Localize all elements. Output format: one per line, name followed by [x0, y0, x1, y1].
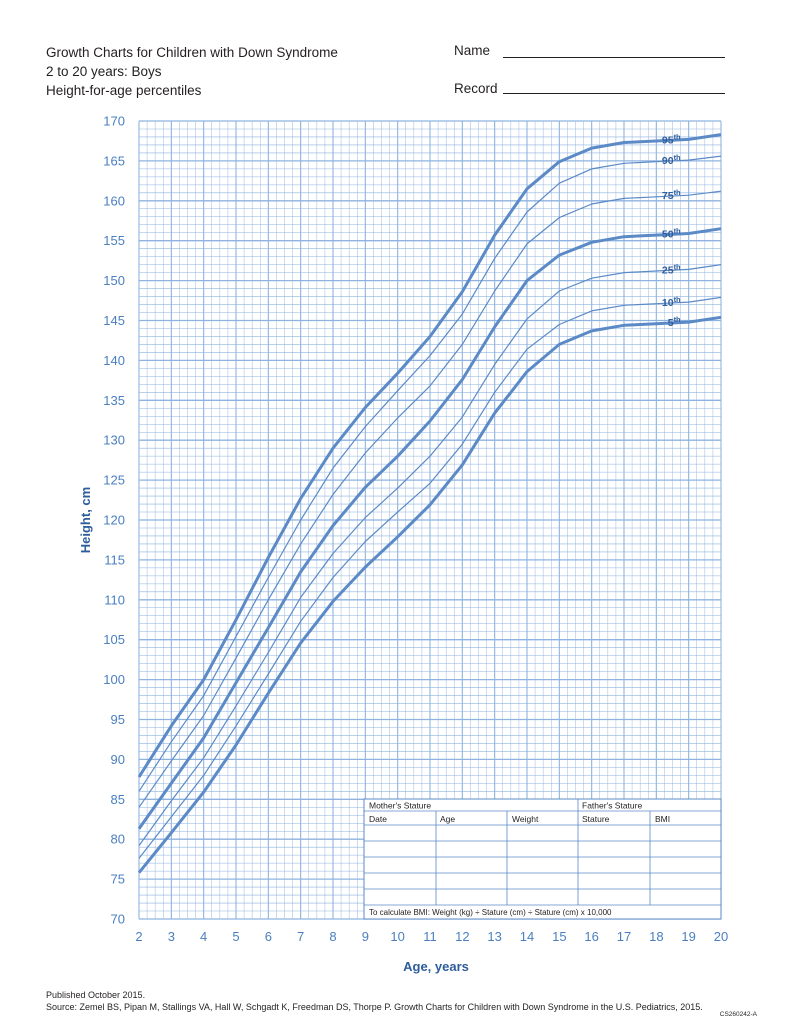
name-field[interactable]	[503, 57, 725, 58]
x-tick-label: 4	[200, 929, 207, 944]
x-tick-label: 19	[681, 929, 695, 944]
record-table-rows[interactable]	[364, 840, 721, 890]
y-tick-label: 75	[111, 872, 125, 887]
fathers-stature-label: Father's Stature	[582, 801, 642, 811]
y-tick-label: 140	[103, 353, 125, 368]
y-tick-label: 170	[103, 114, 125, 129]
x-tick-label: 16	[584, 929, 598, 944]
x-tick-label: 8	[329, 929, 336, 944]
series-line-10	[138, 296, 722, 859]
percentile-label-75: 75th	[662, 188, 681, 202]
x-tick-label: 14	[520, 929, 534, 944]
source-citation: Source: Zemel BS, Pipan M, Stallings VA,…	[46, 1001, 703, 1012]
x-tick-label: 20	[714, 929, 728, 944]
record-field[interactable]	[503, 93, 725, 94]
x-tick-label: 17	[617, 929, 631, 944]
y-tick-label: 120	[103, 513, 125, 528]
y-tick-label: 135	[103, 393, 125, 408]
y-tick-label: 85	[111, 792, 125, 807]
y-tick-label: 155	[103, 233, 125, 248]
percentile-labels: 95th 90th 75th 50th 25th 10th 5th	[662, 132, 681, 329]
x-tick-label: 18	[649, 929, 663, 944]
series-line-90	[138, 155, 722, 792]
y-tick-label: 90	[111, 752, 125, 767]
chart-title: Growth Charts for Children with Down Syn…	[46, 45, 338, 60]
series-line-75	[138, 190, 722, 808]
y-tick-label: 110	[104, 592, 125, 607]
x-tick-label: 6	[265, 929, 272, 944]
series-line-5	[137, 315, 722, 874]
series-line-50	[137, 227, 722, 830]
chart-subtitle-age-sex: 2 to 20 years: Boys	[46, 64, 162, 79]
y-tick-label: 105	[103, 632, 125, 647]
y-tick-label: 125	[103, 473, 125, 488]
percentile-label-10: 10th	[662, 295, 681, 309]
x-axis-label: Age, years	[403, 959, 469, 974]
percentile-label-50: 50th	[662, 227, 681, 241]
record-table: Mother's Stature Father's Stature Date A…	[363, 798, 722, 920]
y-tick-label: 130	[103, 433, 125, 448]
series-line-25	[138, 264, 722, 846]
chart-footer: Published October 2015. Source: Zemel BS…	[46, 990, 703, 1013]
mothers-stature-label: Mother's Stature	[369, 801, 431, 811]
column-header-weight: Weight	[512, 814, 539, 824]
series-line-95	[137, 133, 722, 778]
x-tick-label: 10	[390, 929, 404, 944]
column-header-stature: Stature	[582, 814, 610, 824]
name-label: Name	[454, 43, 491, 58]
column-header-age: Age	[440, 814, 455, 824]
chart-header: Growth Charts for Children with Down Syn…	[46, 43, 338, 100]
x-tick-label: 12	[455, 929, 469, 944]
x-tick-label: 15	[552, 929, 566, 944]
published-note: Published October 2015.	[46, 990, 146, 1000]
column-header-date: Date	[369, 814, 387, 824]
x-tick-label: 11	[423, 929, 437, 944]
y-tick-label: 145	[103, 313, 125, 328]
y-tick-label: 70	[111, 912, 125, 927]
percentile-curves	[137, 133, 722, 874]
record-table-border	[363, 798, 722, 920]
y-tick-label: 150	[103, 273, 125, 288]
x-tick-label: 2	[135, 929, 142, 944]
x-tick-label: 7	[297, 929, 304, 944]
y-tick-label: 160	[103, 193, 125, 208]
y-tick-label: 95	[111, 712, 125, 727]
y-tick-label: 115	[104, 552, 125, 567]
x-tick-label: 9	[362, 929, 369, 944]
y-tick-label: 100	[103, 672, 125, 687]
x-tick-label: 5	[232, 929, 239, 944]
y-tick-label: 165	[103, 153, 125, 168]
x-tick-label: 13	[487, 929, 501, 944]
axis-ticks: 7075808590951001051101151201251301351401…	[103, 114, 728, 945]
chart-subtitle-measure: Height-for-age percentiles	[46, 83, 202, 98]
percentile-label-90: 90th	[662, 153, 681, 167]
bmi-formula-note: To calculate BMI: Weight (kg) ÷ Stature …	[369, 908, 612, 917]
y-tick-label: 80	[111, 832, 125, 847]
percentile-label-5: 5th	[668, 315, 681, 329]
percentile-label-25: 25th	[662, 262, 681, 276]
record-label: Record	[454, 81, 498, 96]
column-header-bmi: BMI	[655, 814, 670, 824]
percentile-label-95: 95th	[662, 132, 681, 146]
x-tick-label: 3	[168, 929, 175, 944]
record-table-background	[364, 799, 721, 919]
y-axis-label: Height, cm	[78, 487, 93, 553]
document-code: CS260242-A	[719, 1011, 757, 1018]
